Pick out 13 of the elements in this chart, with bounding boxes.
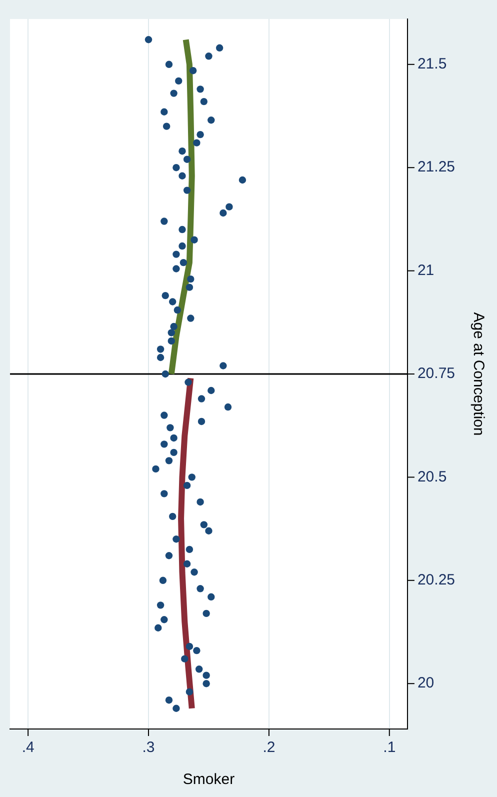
y-tick-label: 20.75: [417, 365, 456, 382]
y-axis-title: Age at Conception: [470, 312, 487, 436]
y-tick-label: 21.25: [417, 158, 456, 176]
x-tick-label: .2: [262, 739, 276, 756]
y-tick-label: 21: [417, 262, 434, 279]
y-tick-label: 20.5: [417, 468, 447, 486]
y-tick-label: 20: [417, 674, 434, 692]
x-tick-label: .4: [22, 739, 34, 756]
x-tick-label: .1: [383, 739, 396, 756]
x-axis-title: Smoker: [182, 771, 235, 788]
y-tick-label: 20.25: [417, 572, 456, 589]
x-tick-label: .3: [142, 739, 155, 756]
y-tick-label: 21.5: [417, 56, 447, 73]
